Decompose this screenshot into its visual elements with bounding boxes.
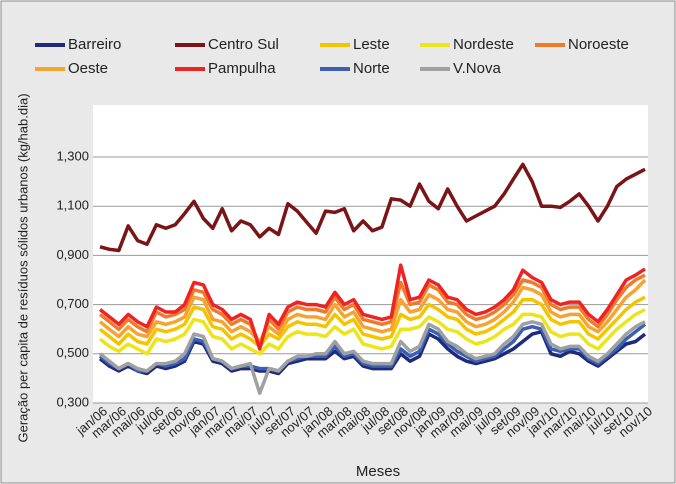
legend-label: Norte [353, 60, 390, 77]
y-tick-label: 1,100 [56, 198, 89, 213]
legend-label: Barreiro [68, 36, 121, 53]
series-line [98, 273, 646, 346]
y-tick-label: 0,500 [56, 345, 89, 360]
legend-label: Centro Sul [208, 36, 279, 53]
legend-label: Pampulha [208, 60, 276, 77]
legend-label: Nordeste [453, 36, 514, 53]
y-tick-label: 0,300 [56, 394, 89, 409]
series-line [98, 295, 646, 349]
legend-label: Noroeste [568, 36, 629, 53]
legend-label: V.Nova [453, 60, 501, 77]
series-line [98, 278, 647, 344]
series-line [99, 162, 646, 253]
y-tick-label: 1,300 [56, 148, 89, 163]
y-tick-label: 0,700 [56, 296, 89, 311]
series-line [98, 263, 646, 351]
x-axis-label: Meses [356, 463, 400, 480]
y-tick-label: 0,900 [56, 247, 89, 262]
series-line [98, 307, 646, 356]
legend-label: Oeste [68, 60, 108, 77]
legend-label: Leste [353, 36, 390, 53]
series-line [98, 322, 647, 373]
series-line [98, 320, 646, 395]
y-axis-label: Geração per capita de resíduos sólidos u… [15, 93, 30, 442]
